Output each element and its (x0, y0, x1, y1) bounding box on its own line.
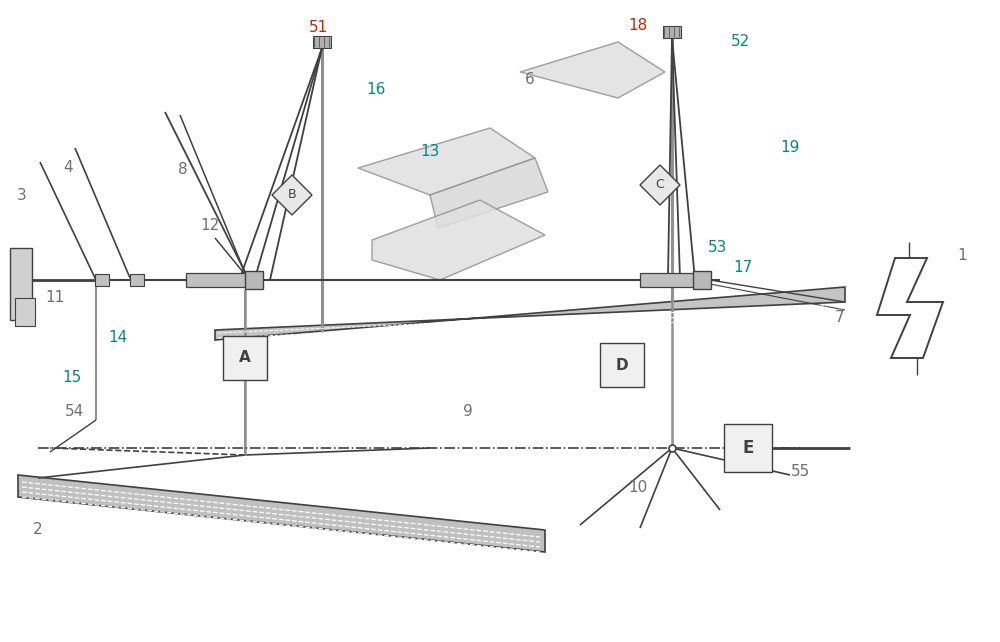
Bar (95, 274, 109, 286)
Polygon shape (520, 42, 665, 98)
Text: 16: 16 (366, 83, 386, 98)
Polygon shape (215, 287, 845, 340)
Text: 6: 6 (525, 73, 535, 87)
Text: 14: 14 (108, 331, 128, 345)
Text: 15: 15 (62, 370, 82, 385)
Text: 52: 52 (730, 35, 750, 49)
Bar (10, 248, 32, 320)
Text: 10: 10 (628, 480, 648, 496)
Bar (724, 424, 772, 472)
Text: C: C (656, 178, 664, 191)
Bar (600, 343, 644, 387)
Text: B: B (288, 189, 296, 202)
Text: 54: 54 (65, 404, 85, 419)
Text: 53: 53 (708, 241, 728, 256)
Text: E: E (742, 439, 754, 457)
Polygon shape (272, 175, 312, 215)
Text: 18: 18 (628, 17, 648, 33)
Bar (15, 298, 35, 326)
Polygon shape (430, 158, 548, 228)
Bar (186, 273, 248, 287)
Text: 8: 8 (178, 162, 188, 177)
Text: 2: 2 (33, 523, 43, 537)
Text: 7: 7 (835, 311, 845, 325)
Bar (693, 271, 711, 289)
Text: 19: 19 (780, 141, 800, 155)
Bar (663, 26, 681, 38)
Text: 11: 11 (45, 290, 65, 306)
Polygon shape (372, 200, 545, 280)
Polygon shape (18, 475, 545, 552)
Polygon shape (640, 165, 680, 205)
Bar (223, 336, 267, 380)
Text: 4: 4 (63, 160, 73, 175)
Text: 51: 51 (308, 21, 328, 35)
Text: A: A (239, 351, 251, 365)
Text: 13: 13 (420, 144, 440, 159)
Text: D: D (616, 358, 628, 372)
Text: 3: 3 (17, 187, 27, 202)
Polygon shape (358, 128, 535, 195)
Bar (245, 271, 263, 289)
Bar (313, 36, 331, 48)
Text: 17: 17 (733, 261, 753, 275)
Bar (130, 274, 144, 286)
Text: 1: 1 (957, 248, 967, 263)
Text: 12: 12 (200, 218, 220, 232)
Text: 9: 9 (463, 404, 473, 419)
Bar (640, 273, 695, 287)
Text: 55: 55 (790, 465, 810, 480)
